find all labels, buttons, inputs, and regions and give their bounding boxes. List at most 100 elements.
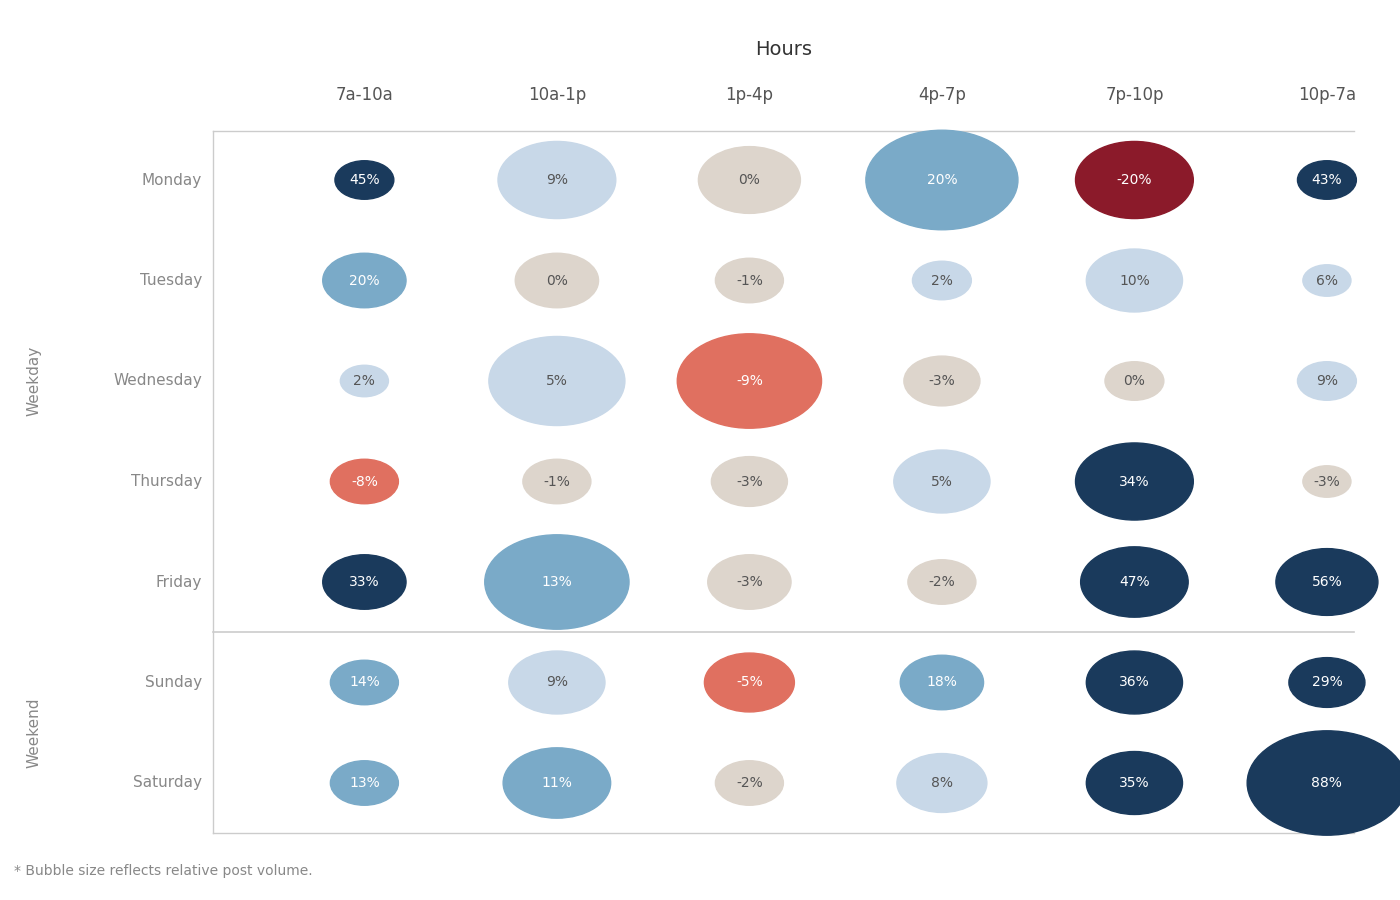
- Text: 0%: 0%: [546, 274, 568, 287]
- Text: Weekend: Weekend: [27, 698, 42, 768]
- Text: Wednesday: Wednesday: [113, 374, 202, 389]
- Text: 20%: 20%: [349, 274, 379, 287]
- Circle shape: [1086, 249, 1183, 312]
- Circle shape: [498, 141, 616, 219]
- Text: 8%: 8%: [931, 776, 953, 790]
- Circle shape: [711, 456, 787, 507]
- Text: 47%: 47%: [1119, 575, 1149, 589]
- Circle shape: [323, 554, 406, 609]
- Text: 34%: 34%: [1119, 474, 1149, 489]
- Text: 2%: 2%: [353, 374, 375, 388]
- Text: 10%: 10%: [1119, 274, 1149, 287]
- Text: 88%: 88%: [1312, 776, 1343, 790]
- Circle shape: [715, 258, 784, 302]
- Text: Sunday: Sunday: [146, 675, 202, 690]
- Text: 36%: 36%: [1119, 676, 1149, 689]
- Text: 14%: 14%: [349, 676, 379, 689]
- Text: Tuesday: Tuesday: [140, 273, 202, 288]
- Text: -8%: -8%: [351, 474, 378, 489]
- Text: Saturday: Saturday: [133, 776, 202, 790]
- Circle shape: [708, 554, 791, 609]
- Text: -1%: -1%: [736, 274, 763, 287]
- Text: 7p-10p: 7p-10p: [1105, 86, 1163, 104]
- Text: 10p-7a: 10p-7a: [1298, 86, 1357, 104]
- Circle shape: [1075, 141, 1193, 219]
- Circle shape: [1298, 362, 1357, 400]
- Text: 13%: 13%: [542, 575, 573, 589]
- Text: 7a-10a: 7a-10a: [336, 86, 393, 104]
- Circle shape: [330, 760, 399, 806]
- Text: 35%: 35%: [1119, 776, 1149, 790]
- Text: -20%: -20%: [1117, 173, 1152, 187]
- Circle shape: [1086, 651, 1183, 714]
- Text: 0%: 0%: [1123, 374, 1145, 388]
- Circle shape: [1247, 731, 1400, 835]
- Text: 5%: 5%: [546, 374, 568, 388]
- Circle shape: [699, 147, 801, 213]
- Circle shape: [330, 459, 399, 504]
- Text: -3%: -3%: [736, 474, 763, 489]
- Text: Monday: Monday: [141, 173, 202, 187]
- Circle shape: [340, 365, 388, 397]
- Circle shape: [1298, 161, 1357, 199]
- Circle shape: [865, 130, 1018, 230]
- Text: 5%: 5%: [931, 474, 953, 489]
- Circle shape: [704, 653, 794, 712]
- Text: 13%: 13%: [349, 776, 379, 790]
- Text: -3%: -3%: [736, 575, 763, 589]
- Text: 9%: 9%: [1316, 374, 1338, 388]
- Text: Thursday: Thursday: [132, 474, 202, 489]
- Text: * Bubble size reflects relative post volume.: * Bubble size reflects relative post vol…: [14, 863, 312, 878]
- Circle shape: [1275, 549, 1378, 616]
- Circle shape: [503, 748, 610, 818]
- Text: 29%: 29%: [1312, 676, 1343, 689]
- Text: 4p-7p: 4p-7p: [918, 86, 966, 104]
- Circle shape: [678, 334, 822, 428]
- Text: 10a-1p: 10a-1p: [528, 86, 587, 104]
- Text: 9%: 9%: [546, 173, 568, 187]
- Circle shape: [1086, 752, 1183, 814]
- Circle shape: [900, 655, 984, 710]
- Circle shape: [515, 253, 599, 308]
- Circle shape: [1105, 362, 1163, 400]
- Text: 33%: 33%: [349, 575, 379, 589]
- Text: 2%: 2%: [931, 274, 953, 287]
- Circle shape: [897, 753, 987, 813]
- Circle shape: [484, 535, 629, 629]
- Circle shape: [1075, 443, 1193, 520]
- Circle shape: [1303, 466, 1351, 497]
- Text: -9%: -9%: [736, 374, 763, 388]
- Text: 9%: 9%: [546, 676, 568, 689]
- Circle shape: [330, 661, 399, 705]
- Circle shape: [508, 651, 605, 714]
- Circle shape: [913, 261, 972, 300]
- Text: 1p-4p: 1p-4p: [725, 86, 773, 104]
- Circle shape: [522, 459, 591, 504]
- Text: Weekday: Weekday: [27, 346, 42, 416]
- Text: 43%: 43%: [1312, 173, 1343, 187]
- Text: -5%: -5%: [736, 676, 763, 689]
- Circle shape: [1289, 658, 1365, 707]
- Text: Hours: Hours: [755, 40, 812, 59]
- Circle shape: [1081, 547, 1189, 617]
- Circle shape: [893, 450, 990, 513]
- Text: 11%: 11%: [542, 776, 573, 790]
- Circle shape: [904, 356, 980, 406]
- Circle shape: [335, 161, 393, 199]
- Text: 6%: 6%: [1316, 274, 1338, 287]
- Text: 18%: 18%: [927, 676, 958, 689]
- Circle shape: [1303, 265, 1351, 296]
- Text: 56%: 56%: [1312, 575, 1343, 589]
- Circle shape: [907, 560, 976, 604]
- Text: -3%: -3%: [1313, 474, 1340, 489]
- Text: -2%: -2%: [928, 575, 955, 589]
- Circle shape: [715, 760, 784, 806]
- Text: 45%: 45%: [349, 173, 379, 187]
- Circle shape: [323, 253, 406, 308]
- Text: Friday: Friday: [155, 574, 202, 590]
- Text: -3%: -3%: [928, 374, 955, 388]
- Text: 20%: 20%: [927, 173, 958, 187]
- Text: -2%: -2%: [736, 776, 763, 790]
- Text: 0%: 0%: [738, 173, 760, 187]
- Circle shape: [489, 337, 624, 426]
